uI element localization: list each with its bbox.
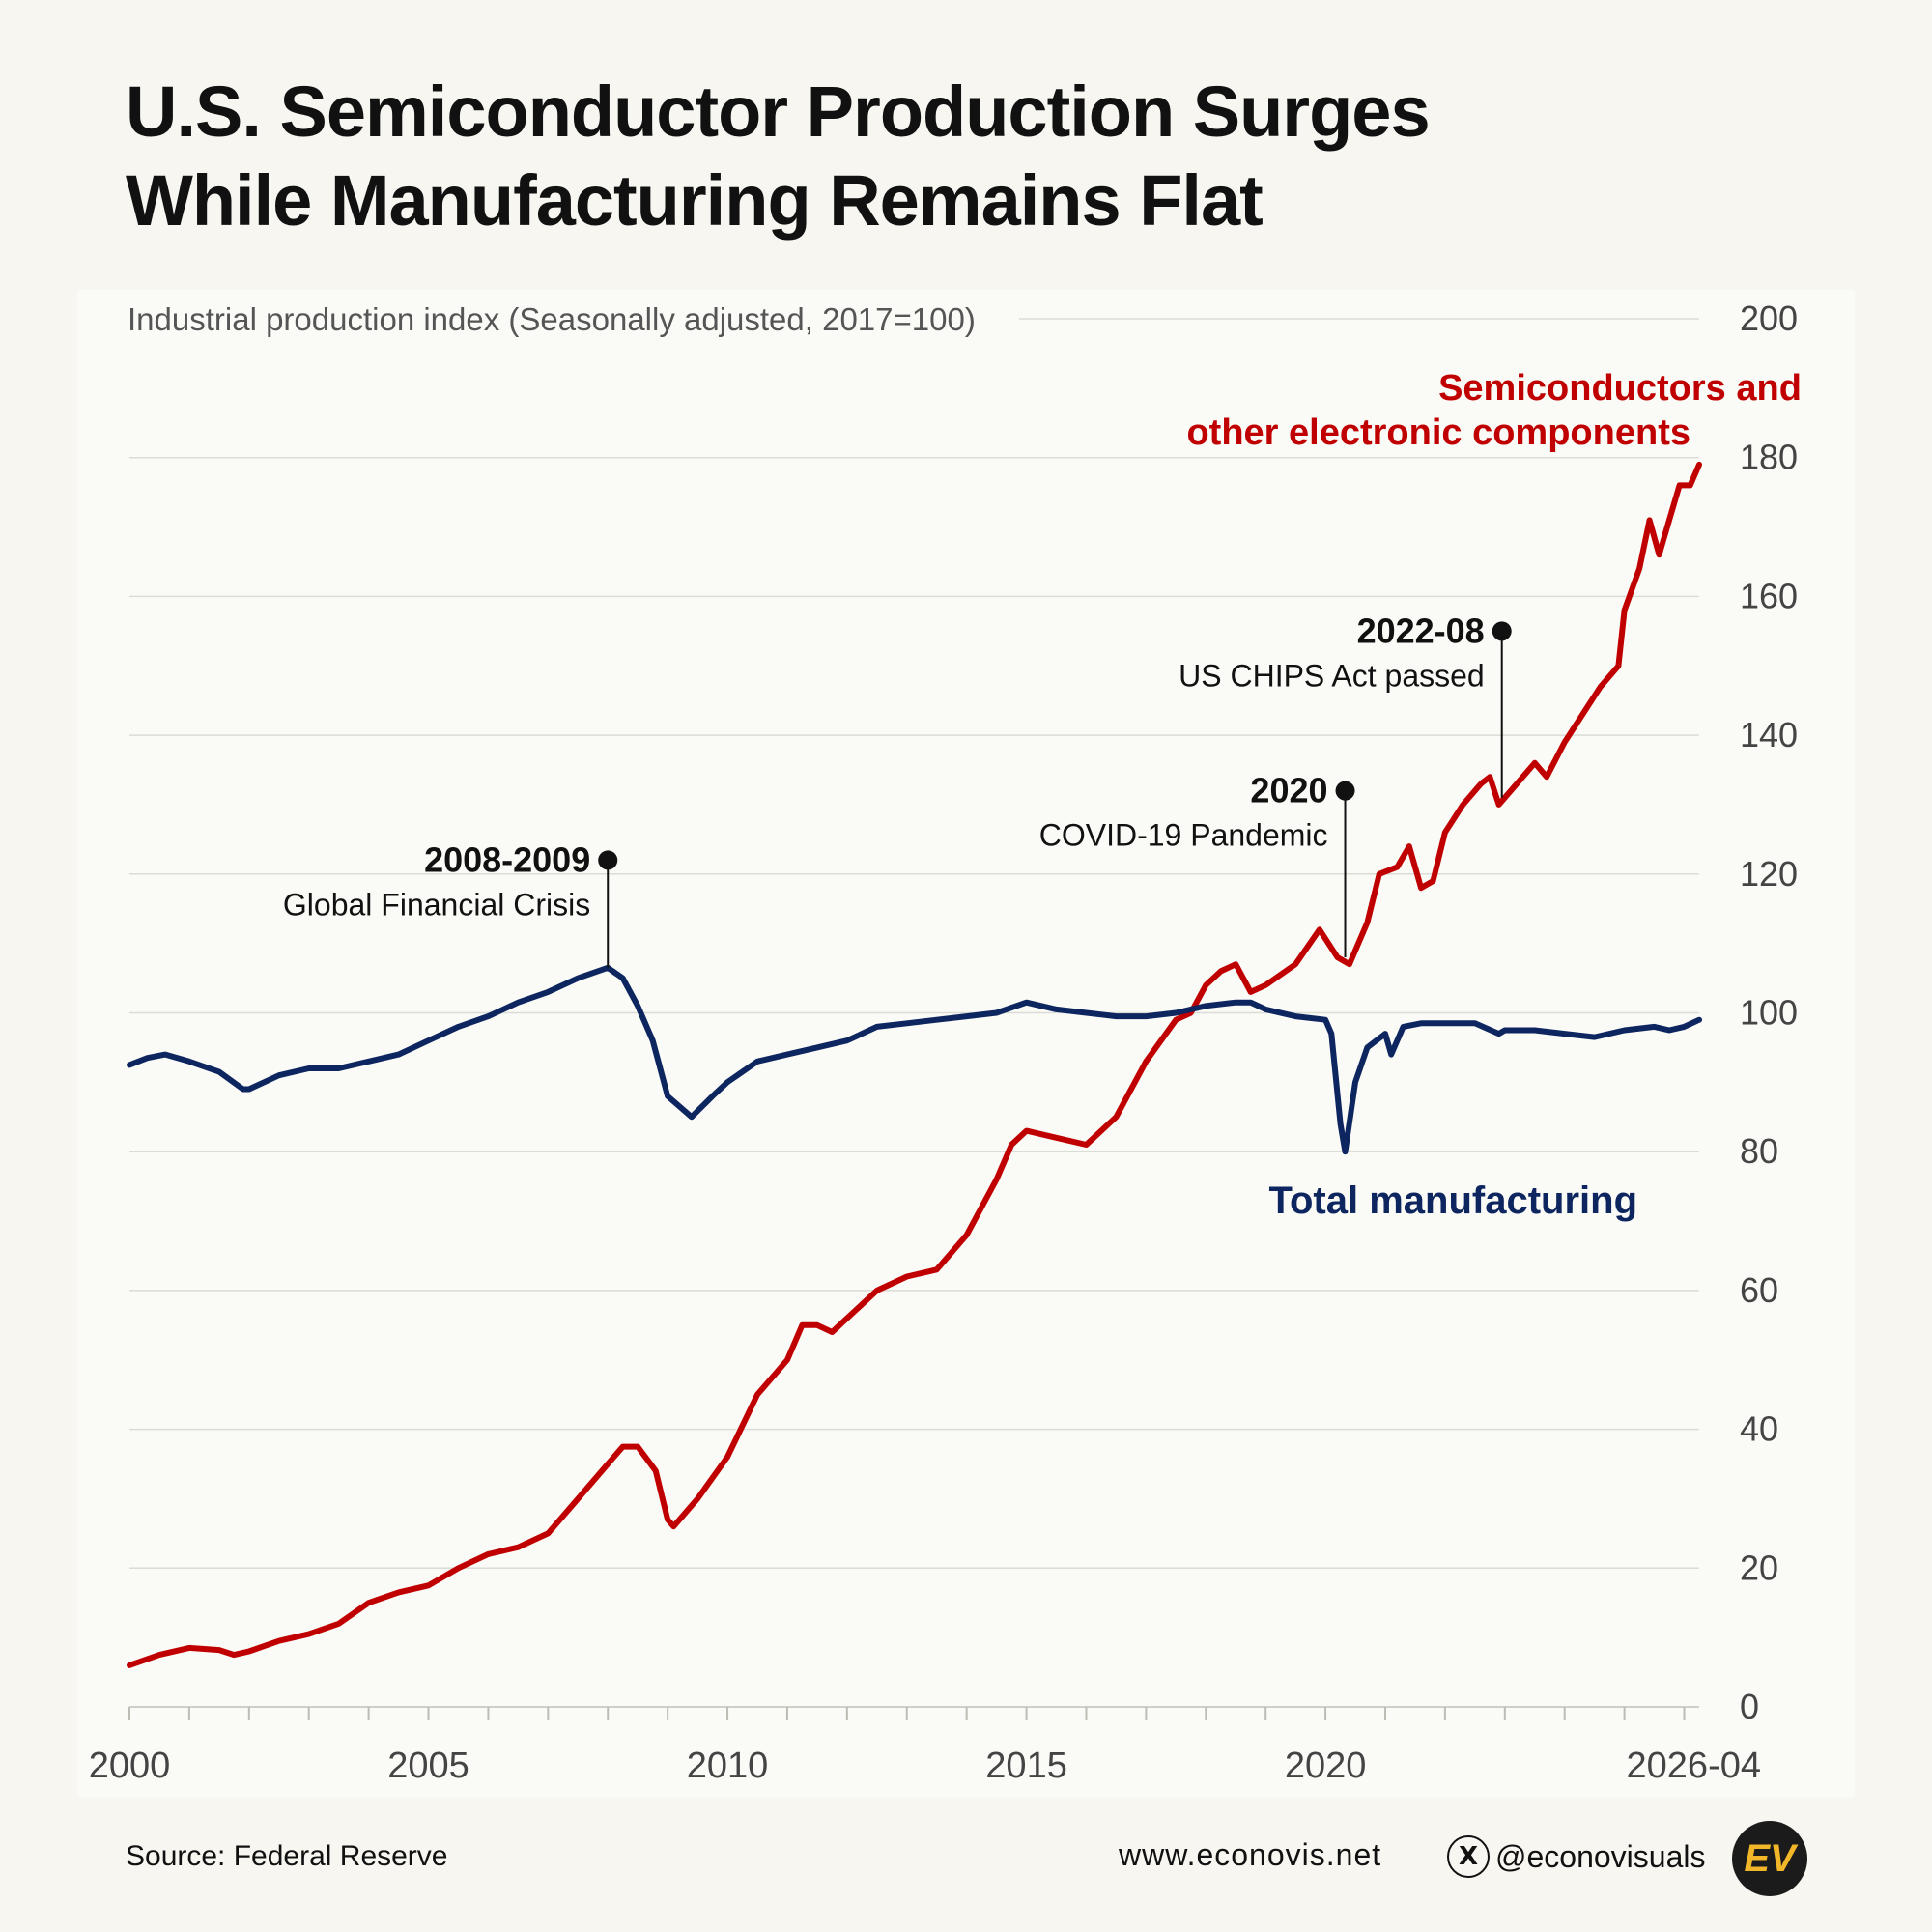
annotation-dot-2: [1492, 621, 1512, 641]
annotation-year-2: 2022-08: [1357, 611, 1485, 650]
annotation-text-2: US CHIPS Act passed: [1179, 658, 1485, 693]
manufacturing-label: Total manufacturing: [1269, 1179, 1637, 1222]
x-logo-icon: X: [1447, 1835, 1490, 1878]
annotation-text-0: Global Financial Crisis: [283, 887, 590, 922]
y-tick-label-120: 120: [1740, 854, 1798, 894]
series-lines: [127, 461, 1702, 1668]
social-handle[interactable]: X @econovisuals: [1447, 1835, 1705, 1878]
x-tick-label-2005: 2005: [387, 1746, 469, 1786]
y-tick-label-60: 60: [1740, 1270, 1778, 1310]
semiconductor-label-line-2: other electronic components: [1186, 412, 1690, 453]
grid-lines: 0 20 40 60 80 100 120 140 160 180 200 Industrial pr…: [128, 298, 1798, 1726]
x-tick-label-2000: 2000: [89, 1746, 171, 1786]
annotation-text-1: COVID-19 Pandemic: [1039, 818, 1328, 853]
chart-title: U.S. Semiconductor Production Surges Whi…: [126, 68, 1671, 245]
econovis-logo: EV: [1732, 1821, 1807, 1896]
series-line-1: [127, 964, 1702, 1155]
y-tick-label-180: 180: [1740, 438, 1798, 477]
x-axis-ticks: 2000 2005 2010 2015 2020 2026-04: [89, 1707, 1761, 1786]
handle-text: @econovisuals: [1495, 1838, 1706, 1874]
annotation-year-0: 2008-2009: [424, 839, 590, 879]
x-tick-label-2010: 2010: [687, 1746, 769, 1786]
annotation-dot-1: [1335, 781, 1355, 801]
annotation-dot-0: [598, 850, 618, 870]
annotations: 2008-2009 Global Financial Crisis 2020 COVI…: [283, 611, 1512, 968]
title-line-2: While Manufacturing Remains Flat: [126, 160, 1264, 241]
y-tick-label-100: 100: [1740, 993, 1798, 1033]
y-tick-label-40: 40: [1740, 1409, 1778, 1449]
series-line-0: [127, 461, 1702, 1668]
x-tick-label-2026-04: 2026-04: [1627, 1746, 1761, 1786]
y-tick-label-20: 20: [1740, 1548, 1778, 1587]
source-note: Source: Federal Reserve: [126, 1840, 448, 1872]
y-tick-label-80: 80: [1740, 1131, 1778, 1171]
semiconductor-label-line-1: Semiconductors and: [1438, 368, 1802, 409]
annotation-year-1: 2020: [1250, 771, 1327, 810]
title-line-1: U.S. Semiconductor Production Surges: [126, 71, 1431, 152]
y-tick-label-140: 140: [1740, 715, 1798, 754]
y-axis-label: Industrial production index (Seasonally …: [128, 301, 976, 337]
website-link[interactable]: www.econovis.net: [1119, 1837, 1382, 1872]
y-tick-label-160: 160: [1740, 576, 1798, 615]
x-tick-label-2020: 2020: [1285, 1746, 1367, 1786]
y-tick-label-200: 200: [1740, 298, 1798, 338]
y-tick-label-0: 0: [1740, 1687, 1759, 1726]
plot-background: [77, 290, 1855, 1797]
x-tick-label-2015: 2015: [985, 1746, 1067, 1786]
